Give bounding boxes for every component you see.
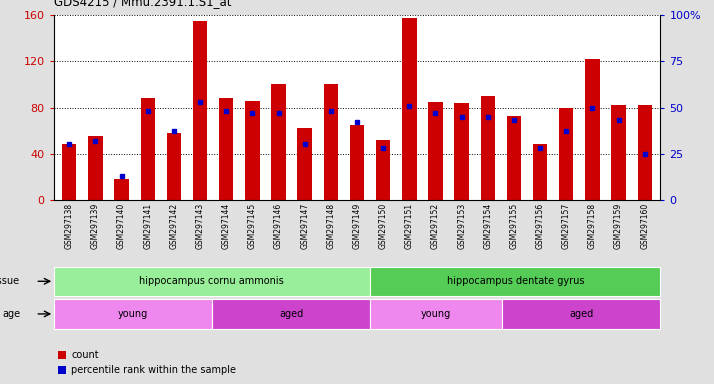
Bar (638, 105, 652, 200)
Text: aged: aged (279, 309, 303, 319)
Bar (370, 266, 660, 296)
Text: age: age (2, 309, 20, 319)
Bar (219, 98, 233, 200)
Text: young: young (118, 309, 148, 319)
Bar (62, 144, 76, 200)
Text: young: young (421, 309, 451, 319)
Text: hippocampus dentate gyrus: hippocampus dentate gyrus (446, 276, 584, 286)
Bar (585, 59, 600, 200)
Text: aged: aged (569, 309, 593, 319)
Bar (350, 125, 364, 200)
Bar (166, 133, 181, 200)
Bar (54, 299, 212, 329)
Text: hippocampus cornu ammonis: hippocampus cornu ammonis (139, 276, 284, 286)
Bar (481, 96, 495, 200)
Bar (370, 299, 502, 329)
Bar (54, 266, 370, 296)
Bar (507, 116, 521, 200)
Bar (502, 299, 660, 329)
Text: tissue: tissue (0, 276, 20, 286)
Bar (271, 84, 286, 200)
Bar (212, 299, 370, 329)
Bar (245, 101, 260, 200)
Bar (114, 179, 129, 200)
Bar (611, 105, 625, 200)
Bar (428, 102, 443, 200)
Bar (193, 21, 207, 200)
Bar (323, 84, 338, 200)
Bar (559, 108, 573, 200)
Bar (454, 103, 469, 200)
Legend: count, percentile rank within the sample: count, percentile rank within the sample (59, 351, 236, 375)
Text: GDS4215 / Mmu.2391.1.S1_at: GDS4215 / Mmu.2391.1.S1_at (54, 0, 231, 8)
Bar (402, 18, 416, 200)
Bar (141, 98, 155, 200)
Bar (89, 136, 103, 200)
Bar (533, 144, 548, 200)
Bar (298, 128, 312, 200)
Bar (376, 140, 391, 200)
